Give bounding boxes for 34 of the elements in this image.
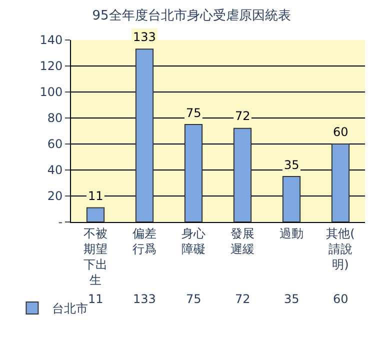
x-tick-label: 發展遲緩 <box>230 226 254 256</box>
data-label: 72 <box>235 292 250 306</box>
y-tick-label: 80 <box>47 111 63 126</box>
text: 75 <box>186 106 202 120</box>
text: 60 <box>333 125 348 139</box>
legend-label: 台北市 <box>52 302 88 316</box>
bar <box>135 48 154 222</box>
x-tick-label: 過動 <box>280 226 304 240</box>
text: 133 <box>133 30 156 44</box>
data-label: 133 <box>133 292 156 306</box>
chart-title: 95全年度台北市身心受虐原因統表 <box>92 7 291 24</box>
y-tick-label: 120 <box>40 59 63 74</box>
y-tick-label: 40 <box>47 163 63 178</box>
x-tick-label: 不被期望下出生 <box>84 226 108 288</box>
x-tick-label: 偏差行爲 <box>132 226 156 256</box>
data-label: 60 <box>333 292 348 306</box>
y-tick-label: 20 <box>47 189 63 204</box>
bar <box>282 176 301 222</box>
text: 72 <box>235 109 250 123</box>
x-tick-label: 其他(請說明) <box>326 226 355 272</box>
bar <box>184 124 203 222</box>
y-tick-label: - <box>58 215 63 230</box>
bar <box>331 144 350 222</box>
y-tick-label: 100 <box>40 85 63 100</box>
data-label: 11 <box>88 292 104 306</box>
data-label: 35 <box>284 292 300 306</box>
y-tick-label: 60 <box>47 137 63 152</box>
text: 35 <box>284 158 300 172</box>
bar <box>86 207 105 222</box>
x-tick-label: 身心障礙 <box>182 226 206 256</box>
y-tick-label: 140 <box>40 33 63 48</box>
bar <box>233 128 252 222</box>
data-label: 75 <box>186 292 202 306</box>
text: 11 <box>88 189 104 203</box>
